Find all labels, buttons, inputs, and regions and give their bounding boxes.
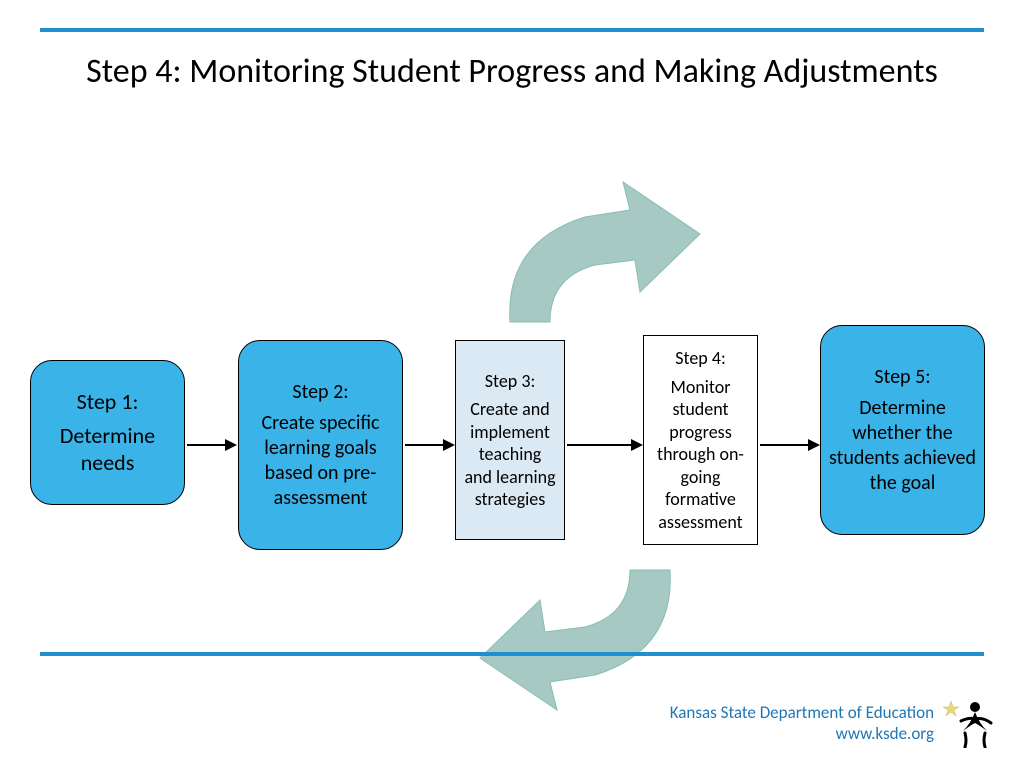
footer: Kansas State Department of Education www… [670, 703, 934, 744]
step-body: Create specific learning goals based on … [247, 411, 394, 511]
page-title: Step 4: Monitoring Student Progress and … [0, 52, 1024, 93]
flow-step-step1: Step 1: Determine needs [30, 360, 185, 505]
footer-url: www.ksde.org [670, 724, 934, 744]
step-body: Monitor student progress through on-goin… [652, 376, 749, 534]
flow-step-step2: Step 2: Create specific learning goals ba… [238, 340, 403, 550]
flow-step-step4: Step 4: Monitor student progress through … [643, 335, 758, 545]
step-title: Step 1: [77, 388, 139, 416]
cycle-arrow-top [465, 172, 715, 332]
step-title: Step 5: [874, 365, 930, 390]
step-title: Step 3: [485, 370, 536, 393]
flow-step-step3: Step 3: Create and implement teaching and… [455, 340, 565, 540]
cycle-arrow-bottom [465, 560, 715, 720]
ksde-logo-icon [941, 693, 996, 748]
top-rule [40, 28, 984, 32]
footer-org: Kansas State Department of Education [670, 703, 934, 723]
step-title: Step 4: [675, 347, 726, 370]
step-title: Step 2: [292, 380, 348, 405]
step-body: Create and implement teaching and learni… [464, 398, 556, 511]
bottom-rule [40, 652, 984, 656]
step-body: Determine whether the students achieved … [829, 396, 976, 496]
flow-step-step5: Step 5: Determine whether the students ac… [820, 325, 985, 535]
step-body: Determine needs [39, 422, 176, 477]
